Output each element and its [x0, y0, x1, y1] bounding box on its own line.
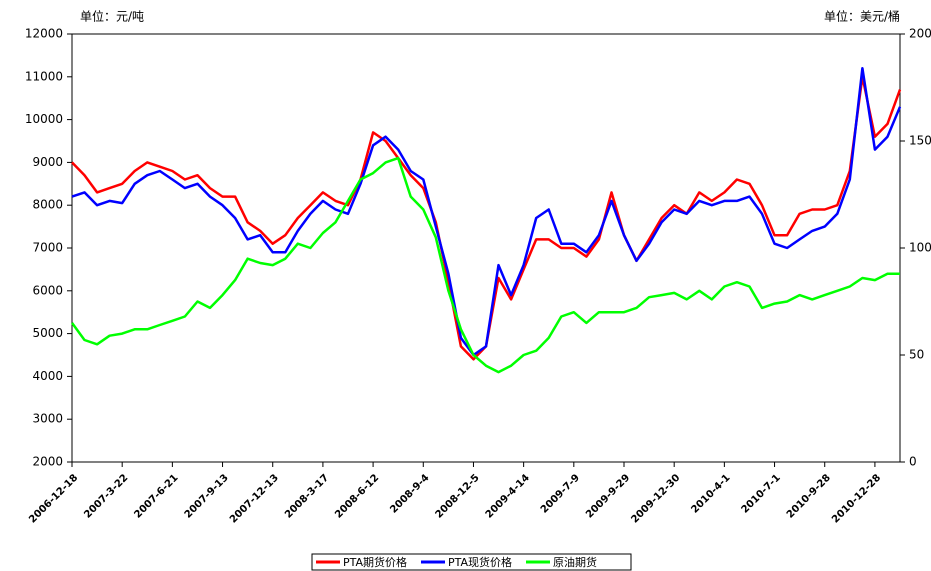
x-tick-label: 2010-9-28 [785, 472, 833, 520]
y-tick-label: 9000 [32, 155, 63, 169]
x-tick-label: 2010-7-1 [740, 472, 783, 515]
y-tick-label: 8000 [32, 198, 63, 212]
y-tick-label: 6000 [32, 283, 63, 297]
y-tick-label: 4000 [32, 369, 63, 383]
legend-label: PTA期货价格 [343, 555, 407, 569]
y-tick-label: 5000 [32, 326, 63, 340]
x-tick-label: 2010-12-28 [830, 472, 883, 525]
y-tick-label: 10000 [25, 112, 63, 126]
y2-axis-label: 单位：美元/桶 [824, 9, 900, 24]
y-tick-label: 12000 [25, 27, 63, 41]
y-tick-label: 11000 [25, 69, 63, 83]
x-tick-label: 2008-9-4 [388, 472, 431, 515]
y2-tick-label: 150 [909, 134, 931, 148]
x-tick-label: 2008-12-5 [434, 472, 482, 520]
x-tick-label: 2008-3-17 [283, 472, 331, 520]
series-line [71, 75, 902, 361]
x-tick-label: 2008-6-12 [333, 472, 381, 520]
legend-label: 原油期货 [553, 555, 597, 569]
x-tick-label: 2007-6-21 [133, 472, 181, 520]
x-tick-label: 2006-12-18 [27, 472, 80, 525]
x-tick-label: 2007-12-13 [228, 472, 281, 525]
x-tick-label: 2009-4-14 [484, 472, 532, 520]
y-axis-label: 单位：元/吨 [80, 9, 144, 24]
y2-tick-label: 50 [909, 348, 924, 362]
series-line [71, 66, 902, 357]
x-tick-label: 2007-3-22 [82, 472, 130, 520]
x-tick-label: 2007-9-13 [183, 472, 231, 520]
legend-label: PTA现货价格 [448, 555, 512, 569]
x-tick-label: 2009-7-9 [539, 472, 582, 515]
y-tick-label: 3000 [32, 412, 63, 426]
y2-tick-label: 100 [909, 241, 931, 255]
x-tick-label: 2009-9-29 [584, 472, 632, 520]
x-tick-label: 2009-12-30 [629, 472, 682, 525]
y-tick-label: 2000 [32, 455, 63, 469]
plot-frame [71, 33, 901, 463]
series-line [70, 156, 900, 374]
y2-tick-label: 0 [909, 455, 917, 469]
y-tick-label: 7000 [32, 241, 63, 255]
y2-tick-label: 200 [909, 27, 931, 41]
legend-box [311, 553, 632, 571]
x-tick-label: 2010-4-1 [689, 472, 732, 515]
legend: PTA期货价格 PTA现货价格 原油期货 [311, 553, 632, 571]
